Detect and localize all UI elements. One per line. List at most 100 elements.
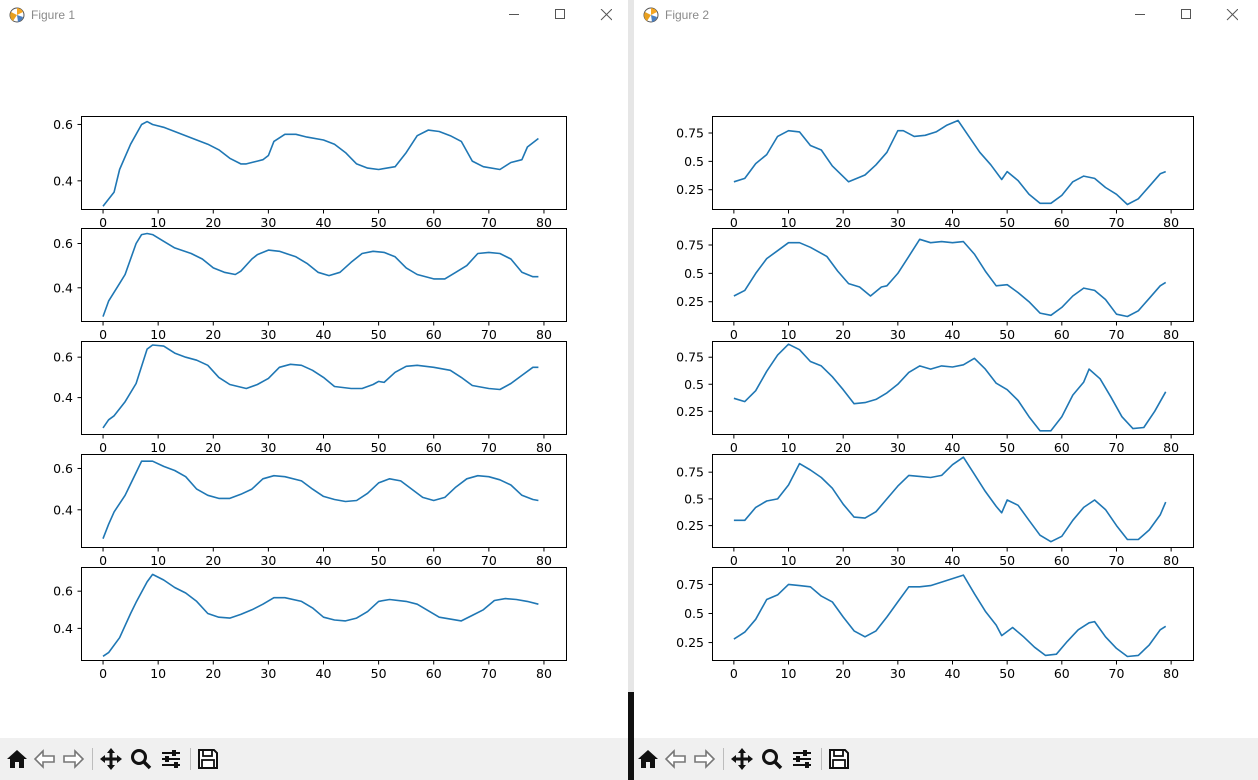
- x-tick-label: 10: [150, 440, 166, 455]
- subplot-axes: 0 10 20 30 40 50 60 70 80 0.25 0.5 0.75: [676, 116, 1194, 230]
- x-tick-label: 40: [945, 666, 961, 681]
- toolbar-separator: [190, 748, 191, 770]
- close-button[interactable]: [1209, 0, 1255, 30]
- x-tick-label: 50: [371, 440, 387, 455]
- subplot-axes: 0 10 20 30 40 50 60 70 80 0.4 0.6: [53, 116, 567, 230]
- x-tick-label: 70: [481, 553, 497, 568]
- x-tick-label: 20: [205, 553, 221, 568]
- x-tick-label: 50: [999, 440, 1015, 455]
- x-tick-label: 10: [781, 666, 797, 681]
- series-line: [102, 573, 539, 657]
- x-tick-label: 60: [1054, 327, 1070, 342]
- save-button[interactable]: [826, 746, 852, 772]
- y-tick-label: 0.6: [53, 236, 73, 251]
- y-tick-label: 0.5: [684, 154, 704, 169]
- y-tick-label: 0.6: [53, 350, 73, 365]
- axes-frame: [712, 454, 1194, 548]
- subplots-icon: [162, 750, 180, 768]
- forward-arrow-icon: [63, 749, 85, 769]
- x-tick-label: 60: [426, 440, 442, 455]
- subplot-axes: 0 10 20 30 40 50 60 70 80 0.25 0.5 0.75: [676, 341, 1194, 455]
- figure-canvas[interactable]: 0 10 20 30 40 50 60 70 80 0.25 0.5 0.75 0 10 20 30 40 50 6…: [634, 30, 1258, 738]
- y-tick-label: 0.25: [676, 294, 704, 309]
- y-tick-label: 0.75: [676, 577, 704, 592]
- x-tick-label: 30: [890, 440, 906, 455]
- x-tick-label: 70: [1109, 666, 1125, 681]
- zoom-icon: [762, 749, 783, 770]
- x-tick-label: 40: [945, 440, 961, 455]
- back-arrow-icon: [664, 749, 686, 769]
- y-tick-label: 0.4: [53, 173, 73, 188]
- x-tick-label: 10: [150, 327, 166, 342]
- maximize-button[interactable]: [1163, 0, 1209, 30]
- x-tick-label: 20: [835, 215, 851, 230]
- x-tick-label: 0: [99, 327, 107, 342]
- x-tick-label: 30: [890, 215, 906, 230]
- x-tick-label: 40: [316, 215, 332, 230]
- window-title: Figure 1: [31, 8, 76, 22]
- x-tick-label: 50: [999, 553, 1015, 568]
- forward-button[interactable]: [60, 746, 86, 772]
- close-icon: [1226, 9, 1238, 21]
- minimize-button[interactable]: [1117, 0, 1163, 30]
- series-line: [102, 232, 539, 317]
- x-tick-label: 70: [1109, 215, 1125, 230]
- y-tick-label: 0.5: [684, 266, 704, 281]
- matplotlib-icon: [9, 7, 25, 23]
- y-tick-label: 0.6: [53, 117, 73, 132]
- x-tick-label: 80: [1163, 215, 1179, 230]
- save-button[interactable]: [195, 746, 221, 772]
- subplot-axes: 0 10 20 30 40 50 60 70 80 0.25 0.5 0.75: [676, 567, 1194, 681]
- forward-button[interactable]: [691, 746, 717, 772]
- configure-subplots-button[interactable]: [789, 746, 815, 772]
- zoom-button[interactable]: [759, 746, 785, 772]
- x-tick-label: 10: [150, 553, 166, 568]
- x-tick-label: 50: [371, 215, 387, 230]
- x-tick-label: 30: [260, 440, 276, 455]
- configure-subplots-button[interactable]: [158, 746, 184, 772]
- x-tick-label: 0: [730, 440, 738, 455]
- series-line: [733, 119, 1166, 206]
- toolbar-separator: [821, 748, 822, 770]
- title-bar[interactable]: Figure 1: [0, 0, 628, 30]
- back-button[interactable]: [32, 746, 58, 772]
- series-line: [102, 120, 539, 207]
- x-tick-label: 0: [99, 440, 107, 455]
- x-tick-label: 30: [890, 327, 906, 342]
- axes-frame: [81, 454, 567, 548]
- x-tick-label: 30: [260, 553, 276, 568]
- y-tick-label: 0.5: [684, 606, 704, 621]
- x-tick-label: 80: [1163, 327, 1179, 342]
- x-tick-label: 50: [371, 553, 387, 568]
- title-bar[interactable]: Figure 2: [634, 0, 1258, 30]
- series-line: [733, 343, 1167, 432]
- minimize-button[interactable]: [491, 0, 537, 30]
- subplot-axes: 0 10 20 30 40 50 60 70 80 0.4 0.6: [53, 567, 567, 681]
- home-button[interactable]: [635, 746, 661, 772]
- back-button[interactable]: [663, 746, 689, 772]
- x-tick-label: 80: [536, 666, 552, 681]
- x-tick-label: 80: [536, 440, 552, 455]
- x-tick-label: 30: [260, 666, 276, 681]
- pan-button[interactable]: [98, 746, 124, 772]
- home-button[interactable]: [4, 746, 30, 772]
- close-button[interactable]: [583, 0, 629, 30]
- x-tick-label: 50: [999, 666, 1015, 681]
- home-icon: [638, 750, 658, 768]
- series-line: [102, 460, 539, 539]
- close-icon: [600, 9, 612, 21]
- figure-canvas[interactable]: 0 10 20 30 40 50 60 70 80 0.4 0.6 0 10 20 30 40 50 60 70 80…: [0, 30, 628, 738]
- x-tick-label: 40: [316, 327, 332, 342]
- pan-button[interactable]: [729, 746, 755, 772]
- zoom-button[interactable]: [128, 746, 154, 772]
- y-tick-label: 0.5: [684, 491, 704, 506]
- window-gap: [628, 0, 634, 780]
- x-tick-label: 0: [730, 553, 738, 568]
- maximize-icon: [1181, 9, 1191, 19]
- x-tick-label: 50: [371, 666, 387, 681]
- subplots-icon: [793, 750, 811, 768]
- maximize-icon: [555, 9, 565, 19]
- x-tick-label: 70: [1109, 553, 1125, 568]
- y-tick-label: 0.75: [676, 238, 704, 253]
- maximize-button[interactable]: [537, 0, 583, 30]
